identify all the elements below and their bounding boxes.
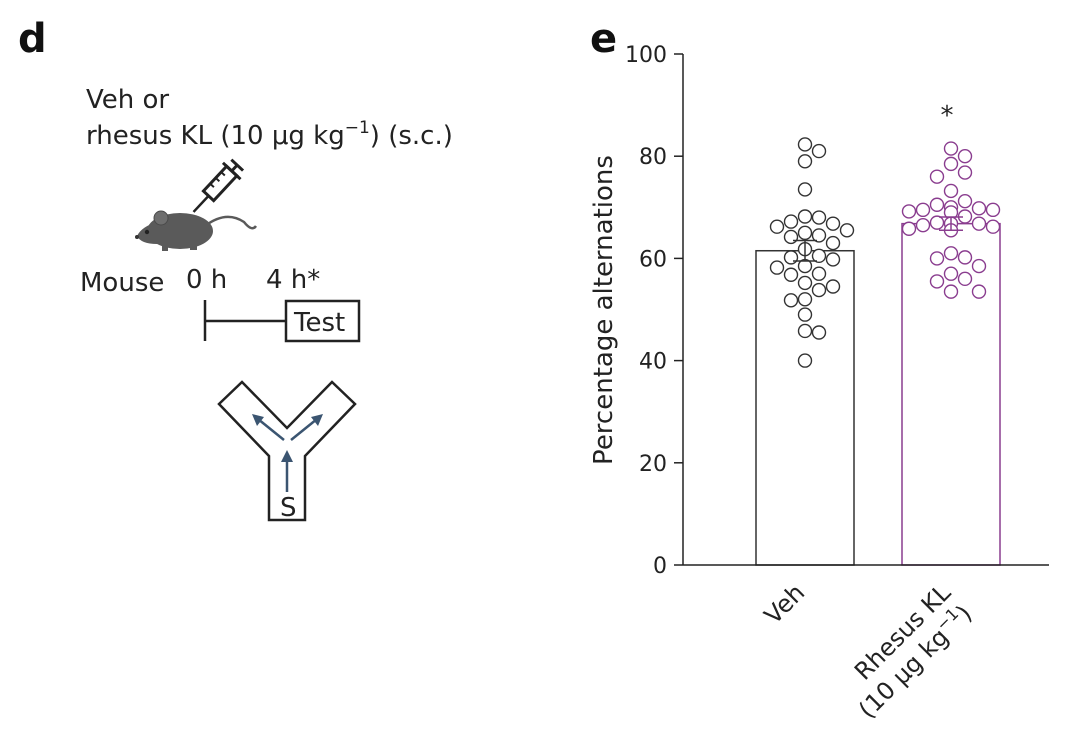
data-point-veh	[797, 225, 813, 241]
data-point-veh	[783, 267, 799, 282]
data-points	[769, 137, 1001, 368]
data-point-veh	[811, 210, 827, 225]
data-point-kl	[929, 215, 945, 230]
maze-start-label: S	[280, 493, 297, 523]
data-point-kl	[943, 266, 959, 281]
data-point-kl	[957, 165, 973, 180]
y-axis: 0 20 40 60 80 100	[625, 43, 684, 579]
y-axis-title: Percentage alternations	[589, 155, 619, 465]
panel-d: d Veh or rhesus KL (10 μg kg−1) (s.c.) M…	[18, 16, 453, 523]
data-point-kl	[957, 148, 973, 164]
data-point-kl	[943, 141, 959, 156]
panel-d-letter: d	[18, 16, 47, 62]
y-tick-label: 100	[625, 43, 667, 68]
data-point-veh	[769, 260, 785, 275]
data-point-veh	[811, 266, 827, 281]
data-point-veh	[783, 229, 799, 245]
y-maze-icon	[217, 380, 357, 522]
data-point-veh	[797, 307, 813, 322]
test-box	[284, 299, 361, 343]
data-point-veh	[839, 223, 855, 238]
panel-e-letter: e	[590, 16, 617, 62]
data-point-veh	[811, 143, 827, 159]
data-point-veh	[811, 228, 827, 243]
y-tick-label: 0	[653, 554, 667, 579]
category-label-veh: Veh	[759, 578, 810, 629]
time-test-label: 4 h*	[266, 265, 320, 295]
data-point-veh	[811, 248, 827, 264]
data-point-kl	[943, 156, 959, 172]
data-point-kl	[901, 204, 917, 219]
data-point-kl	[929, 197, 945, 212]
data-point-kl	[985, 202, 1001, 218]
data-point-veh	[797, 353, 813, 368]
data-point-kl	[957, 271, 973, 287]
data-point-veh	[797, 275, 813, 291]
data-point-kl	[943, 284, 959, 299]
y-tick-label: 60	[639, 247, 667, 272]
data-point-veh	[797, 182, 813, 197]
timeline	[203, 299, 361, 343]
test-label: Test	[293, 308, 345, 338]
treatment-route: ) (s.c.)	[370, 121, 453, 151]
mouse-icon	[135, 210, 258, 251]
significance-star: *	[941, 101, 954, 131]
treatment-line-2: rhesus KL (10 μg kg−1) (s.c.)	[86, 118, 453, 151]
data-point-kl	[929, 251, 945, 266]
data-point-kl	[901, 221, 917, 236]
data-point-veh	[783, 293, 799, 308]
data-point-veh	[825, 279, 841, 294]
category-label-kl: Rhesus KL (10 μg kg−1)	[849, 578, 977, 724]
syringe-icon	[192, 158, 245, 213]
data-point-veh	[797, 323, 813, 339]
data-point-kl	[957, 250, 973, 265]
y-tick-label: 80	[639, 145, 667, 170]
data-point-kl	[943, 183, 959, 199]
data-point-kl	[971, 284, 987, 299]
data-point-kl	[957, 193, 973, 209]
treatment-line-1: Veh or	[86, 85, 169, 115]
data-point-veh	[811, 282, 827, 298]
data-point-kl	[971, 201, 987, 216]
data-point-veh	[797, 137, 813, 152]
error-bars	[793, 216, 963, 262]
panel-e: e Percentage alternations 0 20 40 60 80 100 *…	[589, 16, 1049, 724]
time-zero-label: 0 h	[186, 265, 227, 295]
data-point-kl	[929, 274, 945, 289]
data-point-veh	[825, 216, 841, 231]
y-tick-label: 40	[639, 350, 667, 375]
data-point-veh	[797, 292, 813, 307]
data-point-kl	[971, 258, 987, 274]
data-point-kl	[915, 202, 931, 218]
data-point-veh	[783, 214, 799, 229]
data-point-veh	[783, 250, 799, 265]
data-point-kl	[943, 246, 959, 261]
data-point-veh	[797, 154, 813, 169]
data-point-kl	[929, 169, 945, 184]
data-point-veh	[811, 325, 827, 340]
data-point-kl	[985, 219, 1001, 234]
data-point-kl	[915, 217, 931, 233]
y-tick-label: 20	[639, 452, 667, 477]
data-point-kl	[971, 216, 987, 231]
treatment-dose-exponent: −1	[345, 118, 370, 138]
treatment-dose-prefix: rhesus KL (10 μg kg	[86, 121, 345, 151]
species-label: Mouse	[80, 268, 164, 298]
data-point-veh	[825, 252, 841, 267]
data-point-veh	[825, 235, 841, 251]
data-point-veh	[769, 219, 785, 234]
data-point-veh	[797, 209, 813, 224]
